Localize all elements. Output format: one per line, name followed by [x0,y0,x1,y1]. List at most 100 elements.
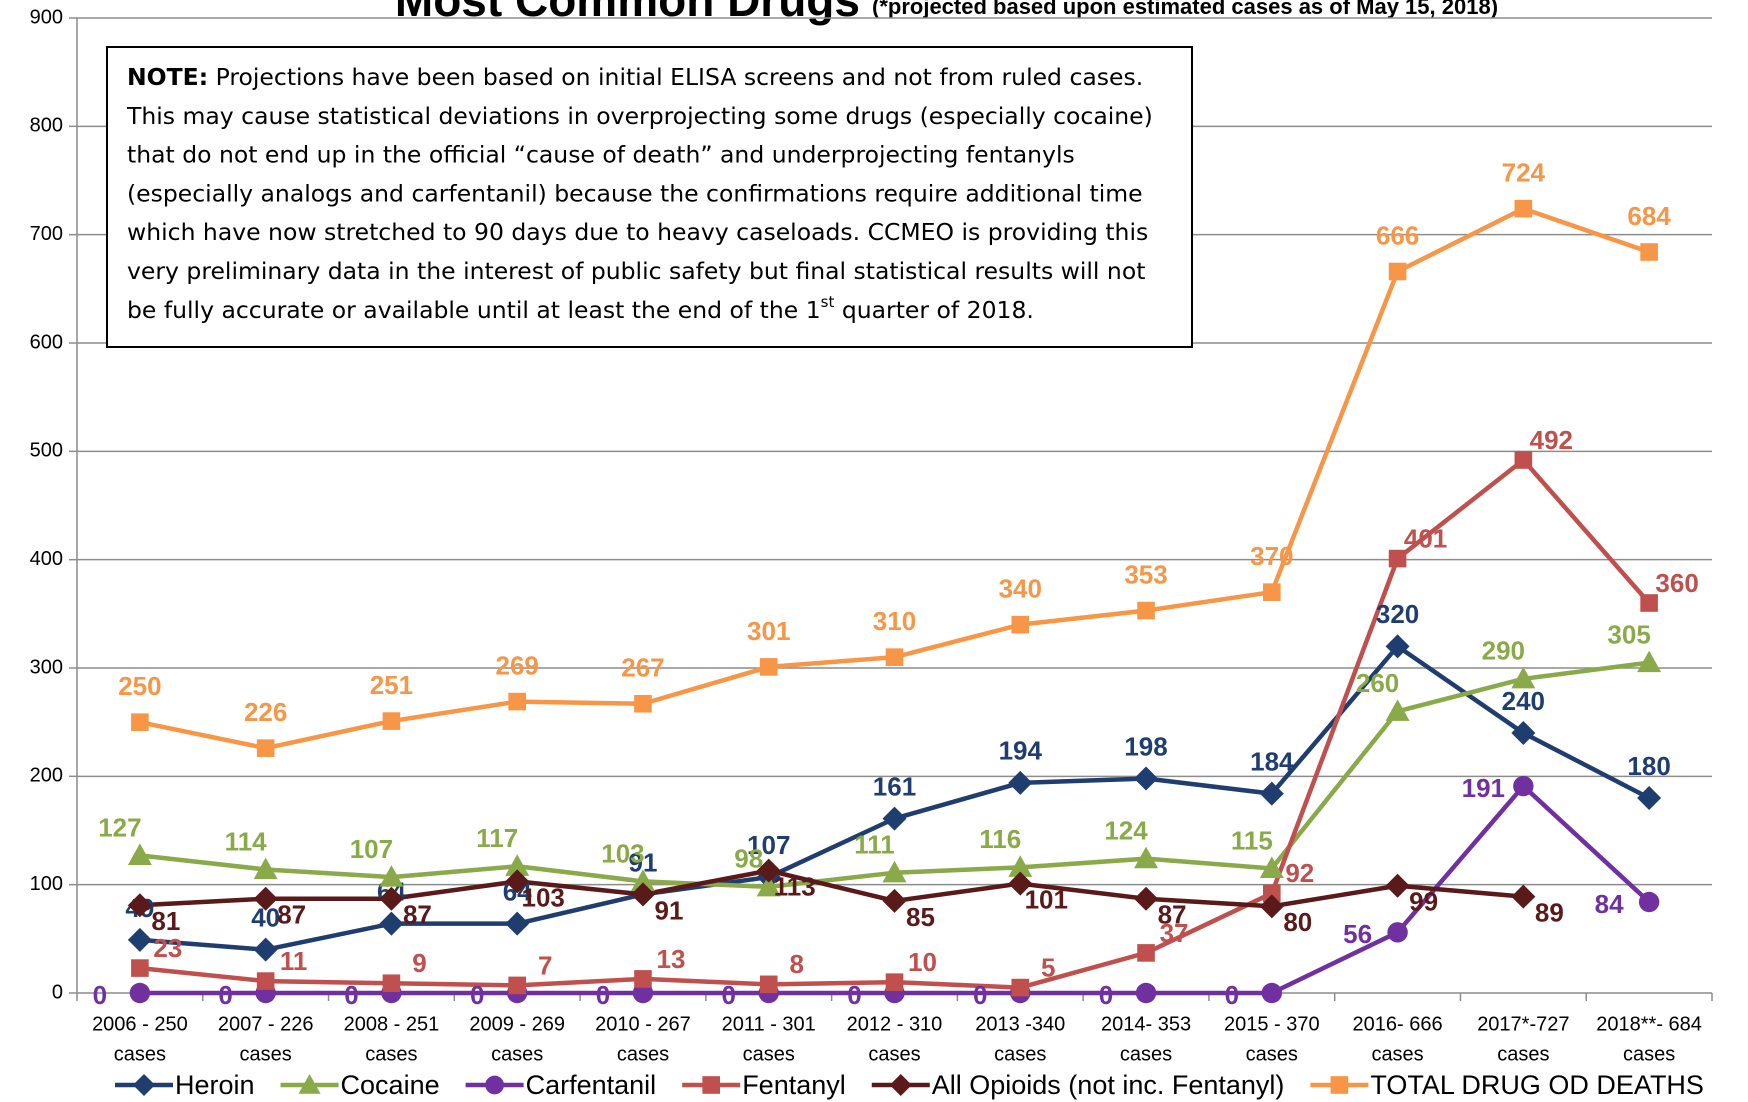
data-label: 250 [118,671,161,701]
point [1388,549,1407,568]
x-tick-label: cases [114,1043,166,1065]
point [1135,982,1157,1004]
data-label: 198 [1124,731,1167,761]
note-text: that do not end up in the official “caus… [127,140,1075,168]
point [882,860,907,883]
point [1640,594,1658,612]
data-label: 310 [873,606,916,636]
x-tick-label: 2009 - 269 [469,1013,565,1035]
data-label: 87 [403,900,432,930]
legend-label: All Opioids (not inc. Fentanyl) [932,1070,1285,1100]
x-tick-label: cases [1371,1043,1423,1065]
point [253,937,278,962]
data-label: 267 [621,653,664,683]
note-line: (especially analogs and carfentanil) bec… [127,179,1143,207]
point [1513,775,1534,797]
data-label: 124 [1104,816,1148,846]
data-label: 305 [1607,619,1650,649]
point [129,982,151,1004]
data-label: 0 [847,980,861,1010]
data-label: 115 [1231,825,1273,855]
x-tick-label: 2018**- 684 [1596,1013,1702,1035]
data-label: 7 [538,950,552,980]
data-label: 0 [596,980,610,1010]
note-line: NOTE: Projections have been based on ini… [127,63,1143,91]
data-label: 87 [1158,900,1187,930]
data-label: 269 [495,650,538,680]
data-label: 194 [999,736,1043,766]
data-label: 11 [280,946,308,976]
data-label: 0 [344,980,358,1010]
note-ending: quarter of 2018. [834,295,1034,323]
data-label: 320 [1376,599,1419,629]
y-tick-label: 200 [30,765,63,787]
data-label: 111 [854,830,895,860]
x-tick-label: 2015 - 370 [1224,1013,1320,1035]
note-text: be fully accurate or available until at … [127,295,821,323]
x-tick-label: cases [240,1043,292,1065]
y-tick-label: 700 [30,223,63,245]
point [702,1076,720,1094]
note-text: very preliminary data in the interest of… [127,257,1145,285]
point [1008,871,1033,896]
point [1388,262,1407,281]
data-label: 56 [1343,919,1372,949]
point [1259,856,1284,879]
point [885,648,904,666]
y-tick-label: 900 [30,6,63,28]
data-label: 116 [979,824,1021,854]
y-tick-label: 500 [30,440,63,462]
note-text: Projections have been based on initial E… [216,63,1144,91]
point [505,911,530,936]
data-label: 666 [1376,220,1419,250]
data-label: 87 [277,900,306,930]
chart-subtitle: (*projected based upon estimated cases a… [872,0,1498,19]
data-label: 251 [370,670,413,700]
data-label: 260 [1356,668,1399,698]
data-label: 370 [1250,541,1293,571]
point [630,869,655,892]
note-box [106,46,1193,348]
data-label: 103 [521,882,564,912]
x-tick-label: cases [868,1043,920,1065]
legend-label: Carfentanil [526,1070,657,1100]
data-label: 301 [747,616,790,646]
data-label: 107 [747,830,790,860]
data-label: 89 [1535,897,1564,927]
x-tick-label: 2016- 666 [1353,1013,1443,1035]
point [1514,199,1533,218]
point [889,1074,912,1096]
note-label: NOTE: [127,63,208,91]
y-tick-label: 100 [30,873,63,895]
point [1387,922,1408,943]
data-label: 23 [153,933,182,963]
data-label: 101 [1025,884,1068,914]
data-label: 113 [774,871,816,901]
data-label: 80 [1283,907,1312,937]
data-label: 684 [1627,201,1671,231]
data-label: 0 [721,980,735,1010]
point [634,970,652,988]
data-label: 191 [1462,773,1505,803]
point [1134,766,1159,791]
x-tick-label: cases [1246,1043,1298,1065]
data-label: 353 [1124,559,1167,589]
y-tick-label: 400 [30,548,63,570]
x-tick-label: cases [491,1043,543,1065]
data-label: 180 [1627,751,1670,781]
point [1008,770,1033,795]
point [1263,884,1281,903]
data-label: 0 [93,980,107,1010]
data-label: 0 [470,980,484,1010]
x-tick-label: 2008 - 251 [344,1013,440,1035]
note-text: (especially analogs and carfentanil) bec… [127,179,1143,207]
y-tick-label: 800 [30,115,63,137]
point [1637,650,1662,673]
data-label: 0 [973,980,987,1010]
point [1511,721,1536,745]
point [127,843,152,866]
point [1330,1076,1349,1094]
data-label: 84 [1595,889,1624,919]
point [1511,666,1536,689]
